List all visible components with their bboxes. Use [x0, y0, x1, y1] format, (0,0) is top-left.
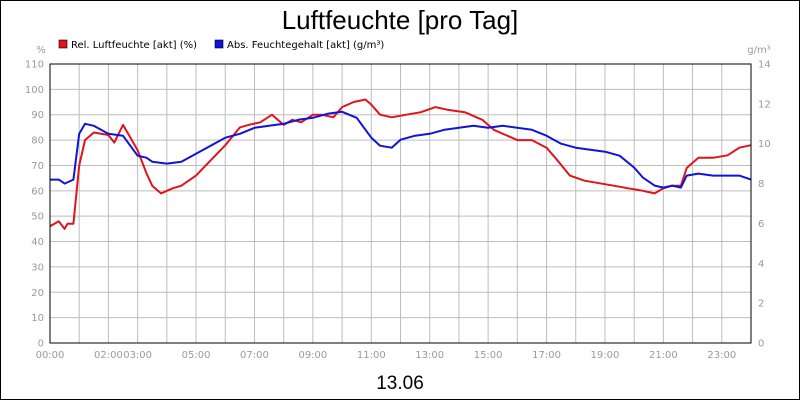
y-tick-left-label: 70 — [31, 161, 44, 172]
chart-title: Luftfeuchte [pro Tag] — [282, 5, 519, 35]
y-tick-left-label: 50 — [31, 212, 44, 223]
y-tick-right-label: 14 — [758, 60, 771, 71]
left-axis-unit: % — [36, 45, 46, 56]
x-tick-label: 23:00 — [707, 350, 736, 361]
x-tick-label: 09:00 — [298, 350, 327, 361]
y-tick-right-label: 10 — [758, 139, 771, 150]
x-tick-label: 13:00 — [415, 350, 444, 361]
y-tick-left-label: 20 — [31, 288, 44, 299]
legend: Rel. Luftfeuchte [akt] (%) Abs. Feuchteg… — [58, 39, 384, 51]
x-tick-label: 05:00 — [182, 350, 211, 361]
x-tick-label: 19:00 — [591, 350, 620, 361]
y-tick-left-label: 100 — [25, 85, 44, 96]
y-tick-left-label: 90 — [31, 110, 44, 121]
legend-label-rel-humidity: Rel. Luftfeuchte [akt] (%) — [71, 40, 197, 51]
series-line-rel-humidity — [49, 98, 752, 230]
axis-ticks: 0 10 20 30 40 50 60 70 80 90 100 110 0 2 4 6 8 10 12 14 00:0… — [25, 60, 771, 362]
series-lines — [49, 98, 752, 230]
grid — [50, 64, 751, 343]
y-tick-left-label: 80 — [31, 136, 44, 147]
legend-swatch-rel-humidity — [58, 39, 68, 49]
x-tick-label: 15:00 — [474, 350, 503, 361]
x-tick-label: 07:00 — [240, 350, 269, 361]
legend-label-abs-humidity: Abs. Feuchtegehalt [akt] (g/m³) — [227, 40, 384, 51]
series-line-abs-humidity — [50, 110, 752, 189]
y-tick-left-label: 110 — [25, 60, 44, 71]
x-tick-label: 17:00 — [532, 350, 561, 361]
y-tick-right-label: 6 — [758, 219, 764, 230]
y-tick-left-label: 0 — [38, 339, 44, 350]
plot-frame — [49, 63, 752, 344]
y-tick-right-label: 8 — [758, 179, 764, 190]
legend-swatch-abs-humidity — [214, 39, 224, 49]
y-tick-right-label: 0 — [758, 339, 764, 350]
y-tick-right-label: 12 — [758, 99, 771, 110]
right-axis-unit: g/m³ — [747, 45, 770, 56]
y-tick-right-label: 2 — [758, 299, 764, 310]
x-tick-label: 03:00 — [123, 350, 152, 361]
y-tick-left-label: 10 — [31, 313, 44, 324]
x-tick-label: 02:00 — [94, 350, 123, 361]
chart-date-subtitle: 13.06 — [376, 373, 424, 394]
y-tick-left-label: 40 — [31, 237, 44, 248]
x-tick-label: 21:00 — [649, 350, 678, 361]
y-tick-left-label: 30 — [31, 262, 44, 273]
x-tick-label: 11:00 — [357, 350, 386, 361]
x-tick-label: 00:00 — [36, 350, 65, 361]
y-tick-left-label: 60 — [31, 186, 44, 197]
y-tick-right-label: 4 — [758, 259, 764, 270]
